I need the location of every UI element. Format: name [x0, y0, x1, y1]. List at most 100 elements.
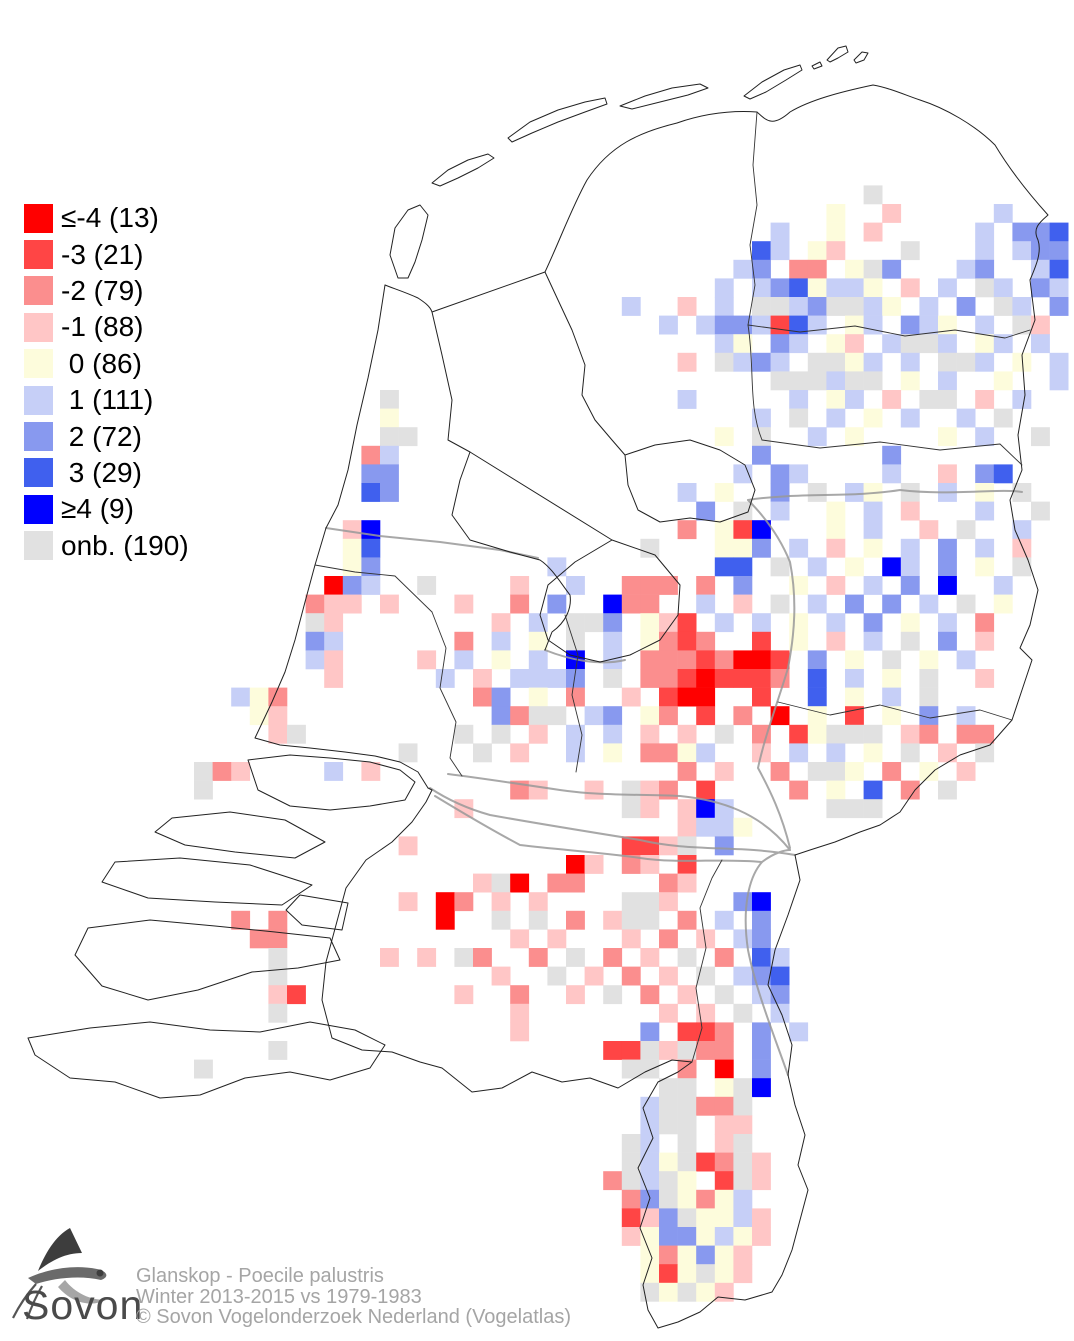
- grid-cell: [305, 650, 325, 670]
- grid-cell: [845, 297, 864, 316]
- grid-cell: [956, 259, 976, 279]
- grid-cell: [435, 669, 455, 688]
- grid-cell: [528, 631, 548, 651]
- grid-cell: [770, 501, 790, 521]
- grid-cell: [845, 669, 864, 688]
- grid-cell: [305, 613, 325, 633]
- grid-cell: [603, 631, 623, 651]
- legend-color-swatch: [24, 312, 53, 342]
- grid-cell: [882, 464, 902, 484]
- grid-cell: [882, 390, 902, 409]
- legend-item-label: -1 (88): [61, 311, 144, 343]
- islet-1: [811, 61, 823, 70]
- legend-item: -3 (21): [24, 236, 189, 272]
- grid-cell: [677, 948, 697, 967]
- grid-cell: [491, 910, 511, 930]
- grid-cell: [528, 650, 548, 670]
- grid-cell: [975, 241, 995, 261]
- grid-cell: [714, 836, 734, 856]
- grid-cell: [807, 278, 827, 298]
- grid-cell: [714, 1022, 734, 1042]
- grid-cell: [863, 520, 883, 540]
- grid-cell: [1031, 315, 1050, 335]
- grid-cell: [621, 1041, 641, 1060]
- grid-cell: [342, 594, 362, 614]
- island-walcheren-beveland: [74, 919, 341, 1001]
- grid-cell: [714, 1115, 734, 1135]
- grid-cell: [938, 557, 957, 577]
- grid-cell: [882, 687, 902, 707]
- grid-cell: [696, 929, 716, 949]
- grid-cell: [863, 631, 883, 651]
- grid-cell: [621, 687, 641, 707]
- grid-cell: [696, 817, 716, 837]
- grid-cell: [380, 483, 399, 502]
- grid-cell: [268, 1003, 288, 1023]
- grid-cell: [714, 427, 734, 447]
- grid-cell: [752, 669, 771, 688]
- copyright-line: © Sovon Vogelonderzoek Nederland (Vogela…: [136, 1306, 572, 1328]
- grid-cell: [659, 315, 678, 335]
- grid-cell: [1049, 259, 1069, 279]
- grid-cell: [826, 780, 846, 800]
- grid-cell: [435, 910, 455, 930]
- grid-cell: [659, 631, 678, 651]
- flevoland: [539, 539, 681, 663]
- grid-cell: [696, 1264, 716, 1284]
- grid-cell: [640, 706, 660, 726]
- grid-cell: [696, 687, 716, 707]
- island-vlieland: [431, 153, 495, 187]
- grid-cell: [733, 1227, 753, 1246]
- legend-color-swatch: [24, 494, 53, 524]
- grid-cell: [621, 297, 641, 316]
- grid-cell: [863, 576, 883, 595]
- grid-cell: [380, 390, 399, 409]
- grid-cell: [547, 557, 567, 577]
- grid-cell: [324, 594, 344, 614]
- sovon-logo: Sovon: [10, 1226, 142, 1336]
- grid-cell: [752, 278, 771, 298]
- grid-cell: [491, 966, 511, 986]
- grid-cell: [975, 483, 995, 502]
- grid-cell: [807, 650, 827, 670]
- grid-cell: [770, 371, 790, 391]
- border-utrecht-holland: [431, 611, 463, 777]
- afsluitdijk: [431, 271, 546, 313]
- ijsselmeer-west-shore: [431, 311, 571, 651]
- grid-cell: [714, 557, 734, 577]
- german-border: [794, 279, 1039, 856]
- grid-cell: [938, 278, 957, 298]
- sovon-logo-bird: [12, 1228, 107, 1320]
- grid-cell: [863, 799, 883, 819]
- grid-cell: [677, 1022, 697, 1042]
- grid-cell: [714, 1152, 734, 1172]
- grid-cell: [845, 315, 864, 335]
- coastline-west: [254, 284, 429, 789]
- grid-cell: [696, 669, 716, 688]
- grid-cell: [975, 278, 995, 298]
- grid-cell: [528, 910, 548, 930]
- grid-cell: [566, 687, 585, 707]
- grid-cell: [621, 1189, 641, 1209]
- grid-cell: [845, 483, 864, 502]
- grid-cell: [919, 650, 939, 670]
- grid-cell: [696, 966, 716, 986]
- grid-cell: [1012, 352, 1032, 372]
- grid-cell: [491, 724, 511, 744]
- grid-cell: [268, 1041, 288, 1060]
- grid-cell: [752, 687, 771, 707]
- grid-cell: [882, 334, 902, 354]
- grid-cell: [733, 1003, 753, 1023]
- grid-cell: [900, 278, 920, 298]
- grid-cell: [677, 743, 697, 763]
- grid-cell: [640, 836, 660, 856]
- legend-item: 2 (72): [24, 418, 189, 454]
- grid-cell: [677, 1152, 697, 1172]
- wadden-mainland-coast: [544, 84, 1049, 281]
- grid-cell: [510, 929, 530, 949]
- grid-cell: [826, 408, 846, 428]
- grid-cell: [714, 762, 734, 781]
- grid-cell: [547, 706, 567, 726]
- grid-cell: [733, 520, 753, 540]
- grid-cell: [882, 762, 902, 781]
